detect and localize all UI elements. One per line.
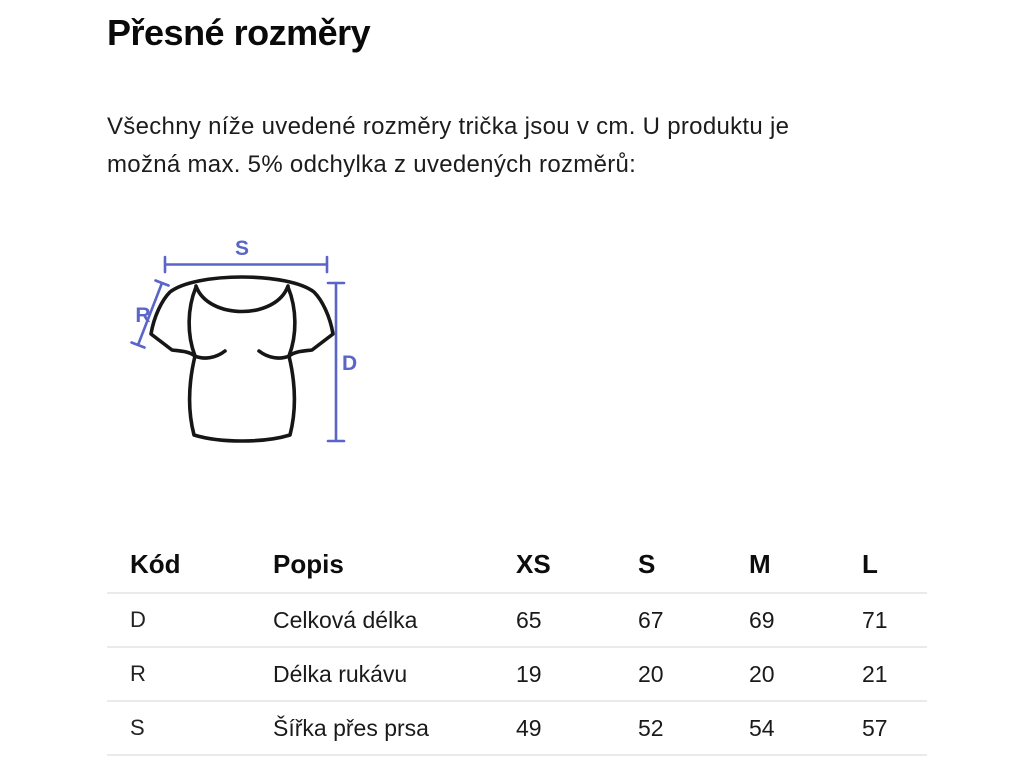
row-value-xs: 19	[516, 660, 542, 687]
row-desc: Celková délka	[273, 606, 418, 633]
row-value-s: 20	[638, 660, 664, 687]
row-value-s: 52	[638, 714, 664, 741]
measurement-lines	[130, 255, 346, 443]
sleeve-measure-line	[130, 279, 170, 349]
length-measure-label: D	[342, 352, 357, 375]
size-table: Kód Popis XS S M L D Celková délka 65 67…	[107, 537, 927, 756]
row-code: R	[130, 661, 146, 686]
row-code: S	[130, 715, 145, 740]
row-desc: Délka rukávu	[273, 660, 408, 687]
sleeve-measure-label: R	[135, 304, 150, 327]
intro-line-1: Všechny níže uvedené rozměry trička jsou…	[107, 113, 790, 140]
table-header-row: Kód Popis XS S M L	[107, 537, 927, 594]
row-value-m: 54	[749, 714, 775, 741]
tshirt-left-chest-path	[193, 349, 227, 360]
intro-line-2: možná max. 5% odchylka z uvedených rozmě…	[107, 151, 637, 178]
tshirt-body-path	[149, 275, 335, 443]
tshirt-right-chest-path	[257, 349, 291, 360]
tshirt-right-seam-path	[286, 285, 297, 358]
intro-paragraph: Všechny níže uvedené rozměry trička jsou…	[107, 108, 789, 184]
row-value-m: 69	[749, 606, 775, 633]
col-header-l: L	[862, 549, 878, 579]
tshirt-neckline-path	[194, 284, 290, 314]
row-value-m: 20	[749, 660, 775, 687]
page-title: Přesné rozměry	[107, 12, 371, 53]
width-measure-line	[163, 255, 329, 274]
table-row-length: D Celková délka 65 67 69 71	[107, 594, 927, 648]
col-header-s: S	[638, 549, 656, 579]
row-value-l: 71	[862, 606, 888, 633]
row-value-xs: 49	[516, 714, 542, 741]
table-row-sleeve: R Délka rukávu 19 20 20 21	[107, 648, 927, 702]
tshirt-outline-graphic	[149, 275, 335, 443]
row-value-l: 21	[862, 660, 888, 687]
row-value-xs: 65	[516, 606, 542, 633]
row-desc: Šířka přes prsa	[273, 714, 429, 741]
table-row-width: S Šířka přes prsa 49 52 54 57	[107, 702, 927, 756]
col-header-desc: Popis	[273, 549, 344, 579]
length-measure-line	[326, 281, 346, 443]
row-code: D	[130, 607, 146, 632]
tshirt-measurement-diagram: S R D	[130, 236, 365, 458]
col-header-code: Kód	[130, 549, 181, 579]
col-header-xs: XS	[516, 549, 551, 579]
tshirt-left-seam-path	[187, 285, 198, 358]
col-header-m: M	[749, 549, 771, 579]
tshirt-diagram-svg: S R D	[130, 237, 357, 443]
row-value-l: 57	[862, 714, 888, 741]
row-value-s: 67	[638, 606, 664, 633]
width-measure-label: S	[235, 237, 249, 260]
